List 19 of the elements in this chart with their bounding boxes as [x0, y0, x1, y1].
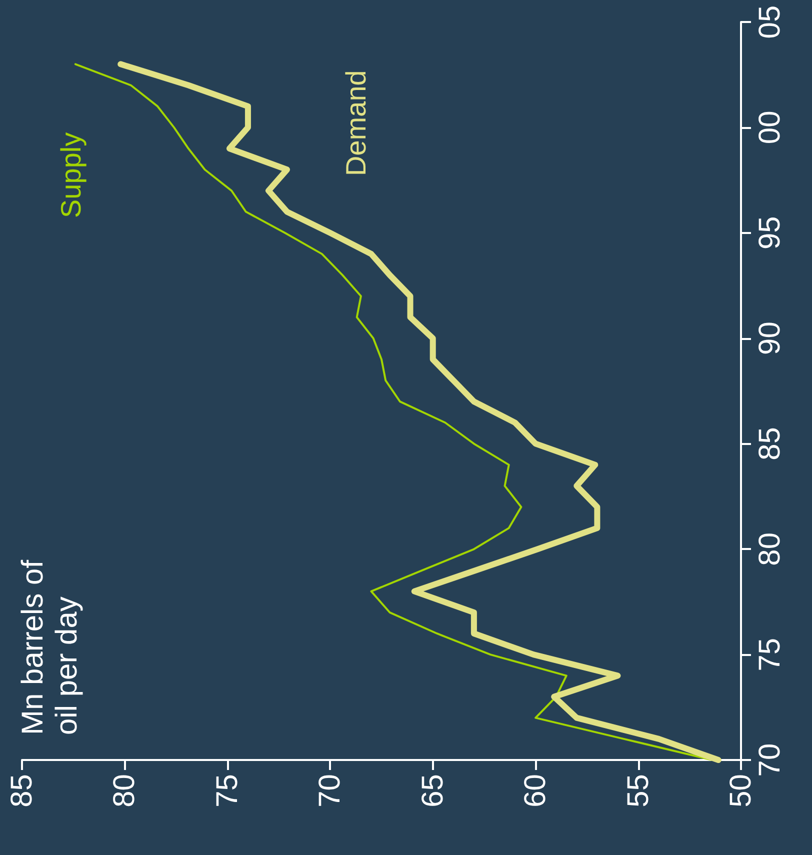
x-tick-label: 80 — [108, 774, 142, 808]
annotation: Mn barrels of oil per day — [16, 559, 84, 735]
y-tick-label: 95 — [754, 216, 786, 250]
x-tick-label: 60 — [519, 774, 552, 808]
text: Supply — [56, 132, 86, 218]
x-tick-label: 75 — [210, 774, 244, 808]
text: Demand — [340, 70, 372, 176]
x-tick-label: 70 — [314, 774, 347, 808]
y-tick-label: 90 — [754, 322, 786, 355]
y-tick-label: 05 — [754, 5, 786, 39]
x-tick-label: 65 — [416, 774, 450, 808]
y-tick-label: 85 — [754, 427, 786, 460]
x-tick-label: 85 — [6, 774, 38, 808]
y-tick-label: 80 — [754, 532, 786, 566]
x-tick-label: 55 — [622, 774, 655, 808]
y-tick-label: 70 — [754, 743, 786, 777]
y-tick-label: 00 — [754, 110, 786, 144]
x-tick-label: 50 — [724, 774, 758, 808]
y-tick-label: 75 — [754, 638, 786, 672]
